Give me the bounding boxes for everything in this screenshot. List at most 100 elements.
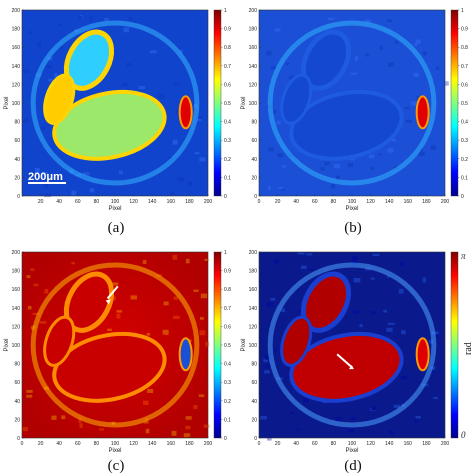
y-tick-label: 0	[254, 194, 257, 200]
y-tick-label: 20	[14, 175, 20, 181]
x-tick-label: 100	[348, 441, 357, 447]
outer-ring	[267, 262, 437, 428]
specimen-features	[267, 20, 437, 186]
lower-cell	[289, 89, 404, 161]
y-tick-label: 140	[249, 306, 258, 312]
x-tick-label: 80	[331, 199, 337, 205]
x-axis-label: Pixel	[345, 448, 358, 454]
y-tick-label: 40	[251, 399, 257, 405]
x-tick-label: 80	[94, 441, 100, 447]
colorbar-tick-label: 0.3	[461, 138, 468, 144]
right-cell	[415, 337, 430, 372]
x-tick-label: 40	[56, 199, 62, 205]
x-tick-label: 0	[258, 199, 261, 205]
panel-label: (a)	[108, 220, 125, 236]
x-tick-label: 180	[185, 441, 194, 447]
x-tick-label: 200	[204, 441, 213, 447]
y-tick-label: 100	[249, 343, 258, 349]
colorbar-tick-label: 0.2	[224, 399, 231, 405]
y-axis-label: Pixel	[4, 338, 10, 351]
x-tick-label: 100	[111, 441, 120, 447]
colorbar-tick-label: 0.3	[224, 138, 231, 144]
outer-ring	[30, 20, 200, 186]
x-tick-label: 40	[293, 441, 299, 447]
x-tick-label: 20	[275, 441, 281, 447]
colorbar-tick-label: 0.8	[224, 45, 231, 51]
x-tick-label: 20	[38, 199, 44, 205]
x-tick-label: 100	[111, 199, 120, 205]
colorbar-tick-label: 0.8	[461, 45, 468, 51]
y-tick-label: 200	[12, 250, 21, 256]
colorbar-tick-label: 0.4	[224, 120, 231, 126]
x-tick-label: 180	[185, 199, 194, 205]
x-tick-label: 60	[312, 441, 318, 447]
x-tick-label: 80	[331, 441, 337, 447]
x-tick-label: 180	[422, 441, 431, 447]
lower-cell	[52, 89, 167, 161]
y-tick-label: 200	[249, 8, 258, 14]
x-tick-label: 140	[148, 199, 157, 205]
colorbar	[213, 9, 222, 197]
x-tick-label: 120	[366, 441, 375, 447]
colorbar-tick-label: 0.1	[224, 417, 231, 423]
colorbar-tick-label: 0.1	[224, 175, 231, 181]
y-tick-label: 200	[249, 250, 258, 256]
x-tick-label: 120	[129, 441, 138, 447]
x-tick-label: 40	[56, 441, 62, 447]
y-tick-label: 0	[17, 436, 20, 442]
lower-cell	[52, 331, 167, 403]
x-tick-label: 0	[258, 441, 261, 447]
x-tick-label: 60	[312, 199, 318, 205]
panel-label: (c)	[108, 458, 125, 474]
colorbar-unit-label: rad	[463, 342, 474, 355]
x-tick-label: 120	[129, 199, 138, 205]
x-tick-label: 60	[75, 441, 81, 447]
lower-cell	[289, 331, 404, 403]
left-cell	[280, 73, 313, 125]
left-cell	[280, 315, 313, 367]
colorbar-tick-label: 0.8	[224, 287, 231, 293]
x-tick-label: 140	[148, 441, 157, 447]
y-tick-label: 80	[14, 120, 20, 126]
y-tick-label: 160	[12, 287, 21, 293]
y-tick-label: 100	[249, 101, 258, 107]
arrow-marker	[106, 285, 119, 300]
colorbar-tick-label: 1	[461, 8, 464, 14]
outer-ring	[30, 262, 200, 428]
y-tick-label: 160	[249, 287, 258, 293]
y-tick-label: 80	[251, 120, 257, 126]
x-tick-label: 100	[348, 199, 357, 205]
y-tick-label: 60	[14, 380, 20, 386]
x-tick-label: 160	[404, 441, 413, 447]
x-tick-label: 200	[441, 199, 450, 205]
y-tick-label: 140	[249, 64, 258, 70]
y-tick-label: 20	[251, 175, 257, 181]
y-tick-label: 160	[249, 45, 258, 51]
arrow-head	[105, 299, 111, 305]
panel-c: 0 20 40 60 80 100 120 140 160 180 200 0 20 40 60 80 100 1…	[4, 250, 231, 474]
y-tick-label: 100	[12, 101, 21, 107]
specimen-features	[267, 262, 437, 428]
y-tick-label: 120	[12, 324, 21, 330]
y-tick-label: 140	[12, 306, 21, 312]
y-tick-label: 0	[254, 436, 257, 442]
outer-ring	[267, 20, 437, 186]
colorbar-tick-label: 1	[224, 250, 227, 256]
y-tick-label: 60	[14, 138, 20, 144]
y-tick-label: 0	[17, 194, 20, 200]
colorbar-tick-label: π	[461, 251, 466, 261]
x-tick-label: 160	[167, 441, 176, 447]
y-axis-label: Pixel	[241, 338, 247, 351]
colorbar-tick-label: 0.7	[224, 64, 231, 70]
colorbar-tick-label: 0.9	[224, 269, 231, 275]
specimen-features	[30, 20, 200, 186]
y-tick-label: 80	[14, 362, 20, 368]
x-tick-label: 200	[441, 441, 450, 447]
x-tick-label: 160	[404, 199, 413, 205]
colorbar-tick-label: 0.9	[461, 27, 468, 33]
y-tick-label: 120	[249, 82, 258, 88]
left-cell	[43, 73, 76, 125]
x-tick-label: 80	[94, 199, 100, 205]
colorbar-tick-label: 0.3	[224, 380, 231, 386]
